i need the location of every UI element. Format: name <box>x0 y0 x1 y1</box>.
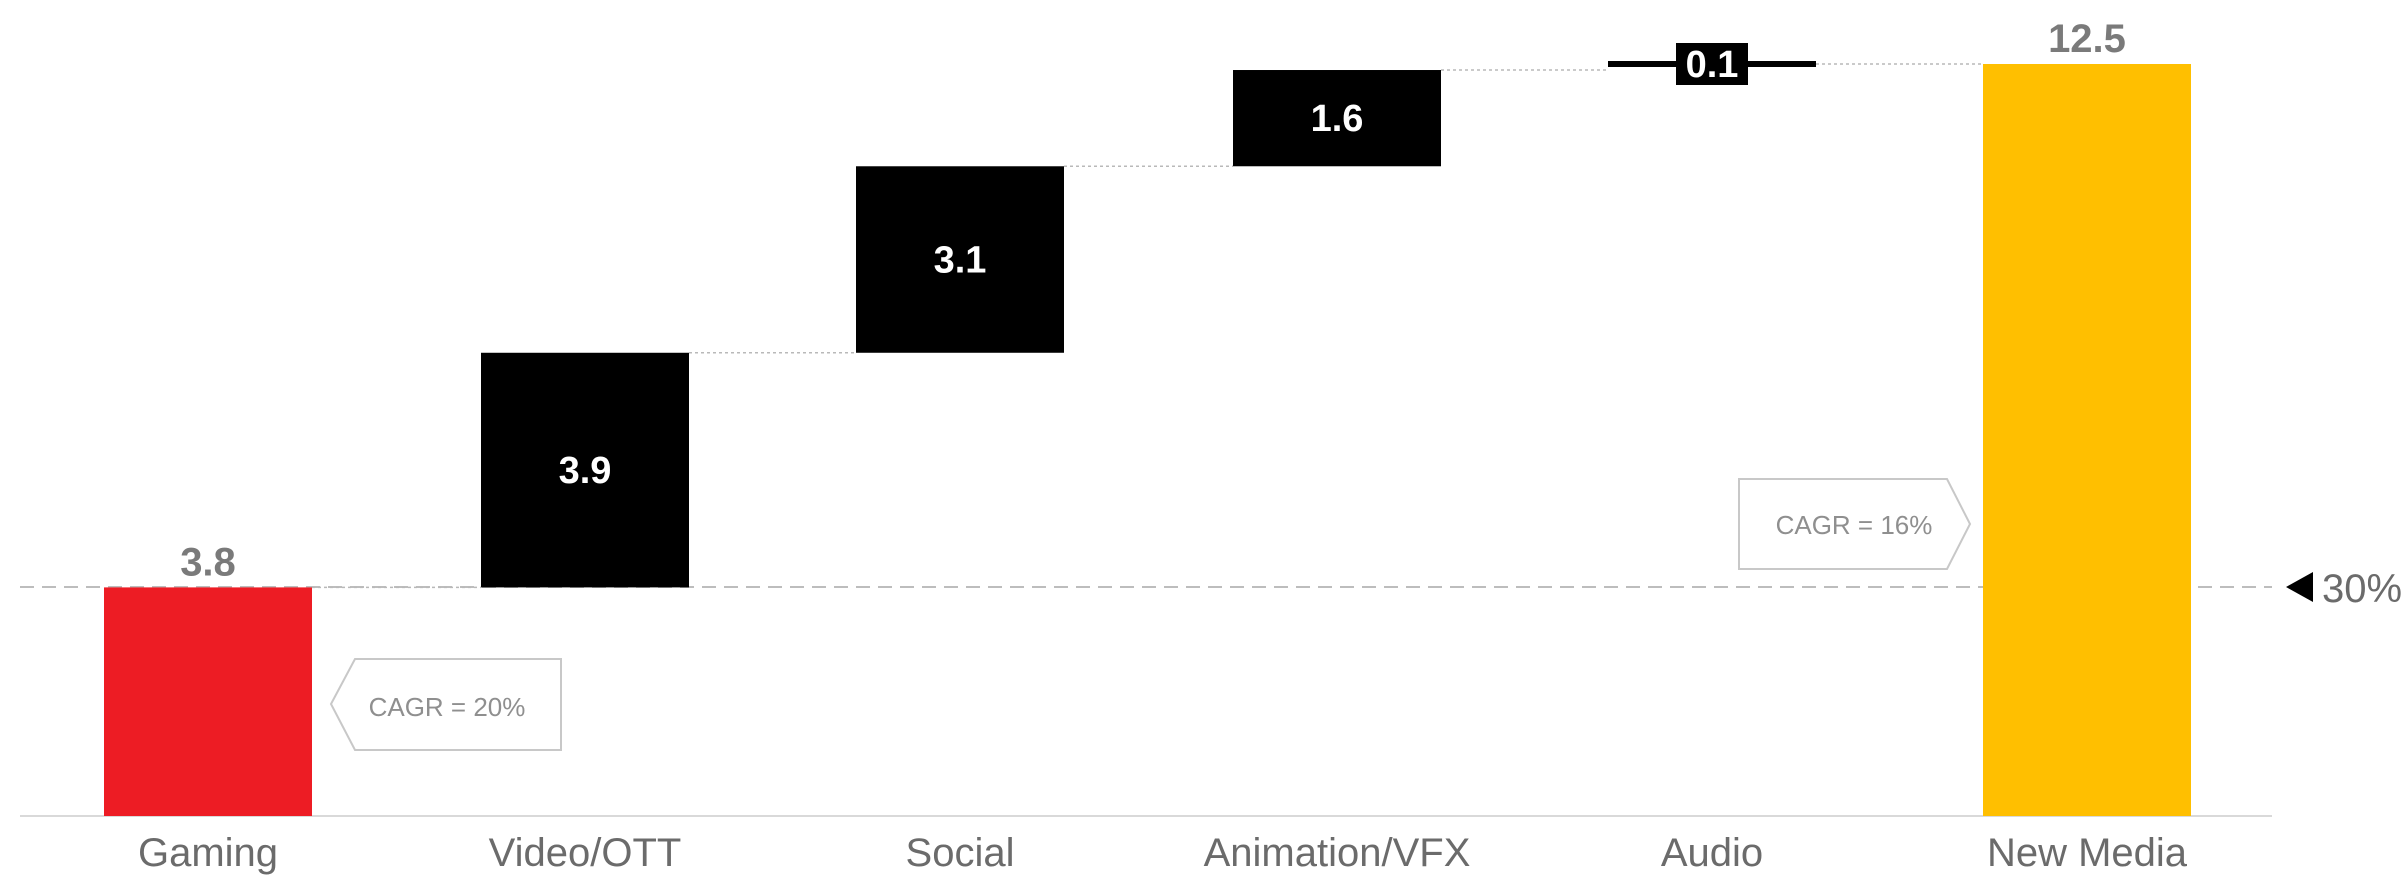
bar-video-ott <box>481 352 689 588</box>
value-label-bg-audio <box>1676 43 1748 85</box>
category-label-audio: Audio <box>1661 831 1763 875</box>
cagr-callout-gaming-box <box>329 658 562 751</box>
bar-social <box>856 166 1064 353</box>
value-label-video-ott: 3.9 <box>559 450 612 492</box>
category-label-social: Social <box>906 831 1015 875</box>
bar-gaming <box>104 587 312 816</box>
category-label-animation-vfx: Animation/VFX <box>1204 831 1471 875</box>
value-label-audio: 0.1 <box>1686 44 1739 86</box>
value-label-gaming: 3.8 <box>180 540 236 584</box>
connectors <box>312 63 1983 589</box>
bar-value-labels: 3.8 3.9 3.1 1.6 0.1 12.5 <box>180 17 2126 584</box>
value-label-social: 3.1 <box>934 240 987 282</box>
bar-animation-vfx <box>1233 70 1441 167</box>
value-label-new-media: 12.5 <box>2048 17 2126 61</box>
value-label-animation-vfx: 1.6 <box>1311 98 1364 140</box>
category-label-video-ott: Video/OTT <box>489 831 682 875</box>
category-labels: Gaming Video/OTT Social Animation/VFX Audio N… <box>138 831 2188 875</box>
bar-new-media <box>1983 64 2191 816</box>
category-label-new-media: New Media <box>1987 831 2188 875</box>
cagr-callout-gaming: CAGR = 20% <box>329 658 562 751</box>
bars <box>104 61 2191 816</box>
reference-marker-icon <box>2286 572 2313 602</box>
reference-line-label: 30% <box>2322 567 2402 611</box>
cagr-callout-new-media-box <box>1738 478 1972 570</box>
cagr-callout-new-media: CAGR = 16% <box>1738 478 1972 570</box>
category-label-gaming: Gaming <box>138 831 278 875</box>
cagr-callout-gaming-text: CAGR = 20% <box>369 692 526 722</box>
cagr-callout-new-media-text: CAGR = 16% <box>1776 510 1933 540</box>
